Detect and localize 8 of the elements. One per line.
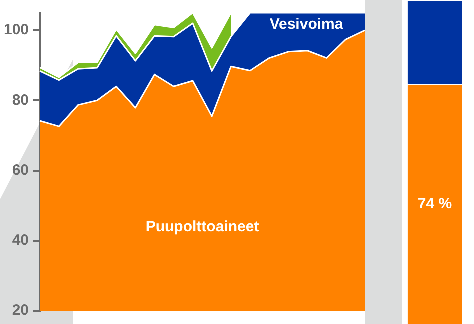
- y-tick-label: 100: [4, 22, 30, 39]
- series-label: Vesivoima: [270, 16, 344, 34]
- y-tick-label: 60: [12, 162, 30, 179]
- y-tick-label: 80: [12, 92, 30, 109]
- data-label: 74 %: [418, 195, 452, 212]
- y-tick-label: 20: [12, 302, 30, 320]
- y-tick-label: 40: [12, 232, 30, 250]
- series-label: Puupolttoaineet: [146, 218, 260, 236]
